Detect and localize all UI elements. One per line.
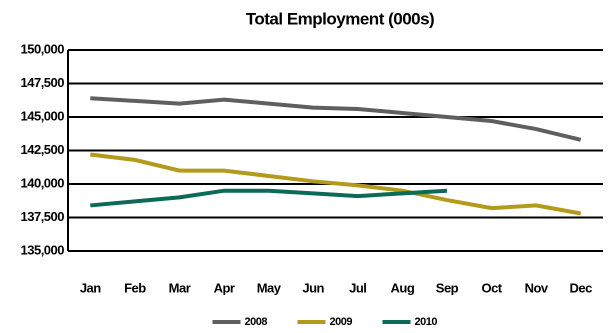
legend-label: 2008	[245, 316, 268, 328]
x-tick-label: Oct	[481, 280, 502, 295]
y-tick-label: 147,500	[21, 75, 65, 90]
series-line	[90, 188, 448, 208]
x-tick-label: Sep	[436, 280, 459, 295]
x-tick-label: Jan	[80, 280, 101, 295]
x-tick-label: Aug	[390, 280, 414, 295]
x-tick-label: Feb	[124, 280, 146, 295]
y-tick-label: 140,000	[21, 175, 65, 190]
x-tick-label: May	[257, 280, 282, 295]
x-tick-label: Dec	[570, 280, 593, 295]
x-tick-label: Nov	[525, 280, 549, 295]
x-tick-label: Mar	[169, 280, 191, 295]
legend-label: 2009	[330, 316, 353, 328]
legend-label: 2010	[415, 316, 438, 328]
x-tick-label: Jun	[302, 280, 324, 295]
y-tick-label: 142,500	[21, 142, 65, 157]
x-tick-label: Jul	[349, 280, 366, 295]
series-line	[90, 96, 582, 142]
y-tick-label: 135,000	[21, 242, 65, 257]
y-tick-label: 145,000	[21, 108, 65, 123]
y-tick-label: 137,500	[21, 209, 65, 224]
chart-title: Total Employment (000s)	[246, 9, 434, 28]
series-line	[90, 152, 582, 216]
x-tick-label: Apr	[214, 280, 235, 295]
y-tick-label: 150,000	[21, 41, 65, 56]
